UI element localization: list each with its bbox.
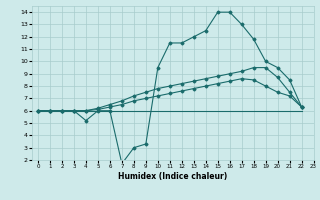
X-axis label: Humidex (Indice chaleur): Humidex (Indice chaleur) [118,172,228,181]
